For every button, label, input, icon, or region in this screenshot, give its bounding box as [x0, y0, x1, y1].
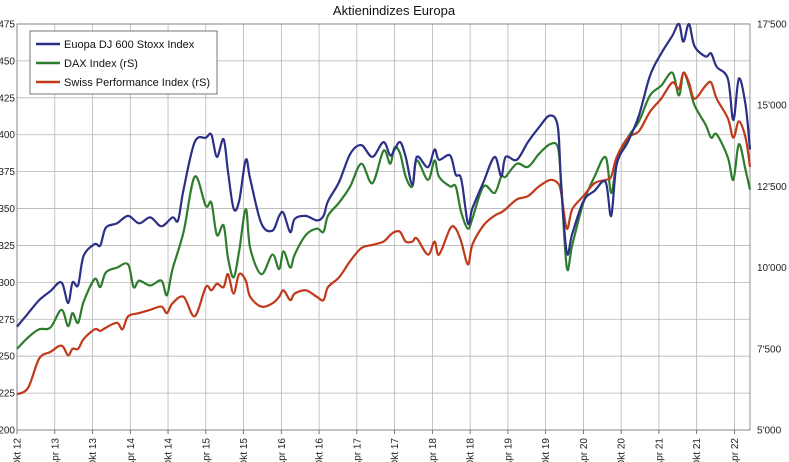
y-right-tick-label: 7'500: [757, 344, 782, 355]
y-left-tick-label: 425: [0, 93, 15, 104]
y-right-tick-label: 10'000: [757, 263, 787, 274]
y-right-tick-label: 15'000: [757, 101, 787, 112]
x-tick-label: Apr 19: [503, 438, 514, 462]
y-right-tick-label: 12'500: [757, 182, 787, 193]
x-tick-label: Okt 16: [315, 438, 326, 462]
x-tick-label: Okt 15: [239, 438, 250, 462]
x-tick-label: Apr 13: [50, 438, 61, 462]
x-tick-label: Okt 13: [88, 438, 99, 462]
x-tick-label: Apr 17: [352, 438, 363, 462]
y-left-tick-label: 275: [0, 315, 15, 326]
y-right-tick-label: 17'500: [757, 20, 787, 31]
y-left-tick-label: 350: [0, 204, 15, 215]
y-right-tick-label: 5'000: [757, 426, 782, 437]
series-line-1: [16, 22, 752, 328]
y-left-tick-label: 450: [0, 56, 15, 67]
series-lines: [16, 22, 752, 396]
y-left-tick-label: 250: [0, 352, 15, 363]
legend-box: [29, 30, 218, 95]
x-tick-label: Okt 18: [466, 438, 477, 462]
y-left-tick-label: 225: [0, 389, 15, 400]
chart-title: Aktienindizes Europa: [333, 3, 456, 18]
x-tick-label: Apr 16: [277, 438, 288, 462]
x-tick-label: Apr 21: [654, 438, 665, 462]
x-tick-label: Apr 15: [201, 438, 212, 462]
x-tick-label: Okt 21: [692, 438, 703, 462]
y-left-tick-label: 400: [0, 130, 15, 141]
x-tick-label: Okt 17: [390, 438, 401, 462]
series-line-3: [16, 71, 752, 396]
legend-entry: Swiss Performance Index (rS): [64, 77, 210, 89]
plot-frame: [16, 23, 751, 431]
x-tick-label: Apr 22: [730, 438, 741, 462]
y-left-tick-label: 200: [0, 426, 15, 437]
y-left-tick-label: 475: [0, 20, 15, 31]
axes: 200 225 250 275 300 325 350 375 400 425 450 475 5'00…: [0, 20, 787, 462]
legend-entry: DAX Index (rS): [64, 58, 138, 70]
y-left-tick-label: 300: [0, 278, 15, 289]
x-tick-label: Okt 19: [541, 438, 552, 462]
y-left-tick-label: 375: [0, 167, 15, 178]
legend: Euopa DJ 600 Stoxx Index DAX Index (rS) Sw…: [29, 30, 218, 95]
x-tick-label: Apr 20: [579, 438, 590, 462]
x-tick-label: Apr 14: [126, 438, 137, 462]
x-tick-label: Apr 18: [428, 438, 439, 462]
x-tick-label: Okt 12: [13, 438, 24, 462]
x-tick-label: Okt 20: [617, 438, 628, 462]
legend-entry: Euopa DJ 600 Stoxx Index: [64, 39, 195, 51]
x-tick-label: Okt 14: [164, 438, 175, 462]
y-left-tick-label: 325: [0, 241, 15, 252]
